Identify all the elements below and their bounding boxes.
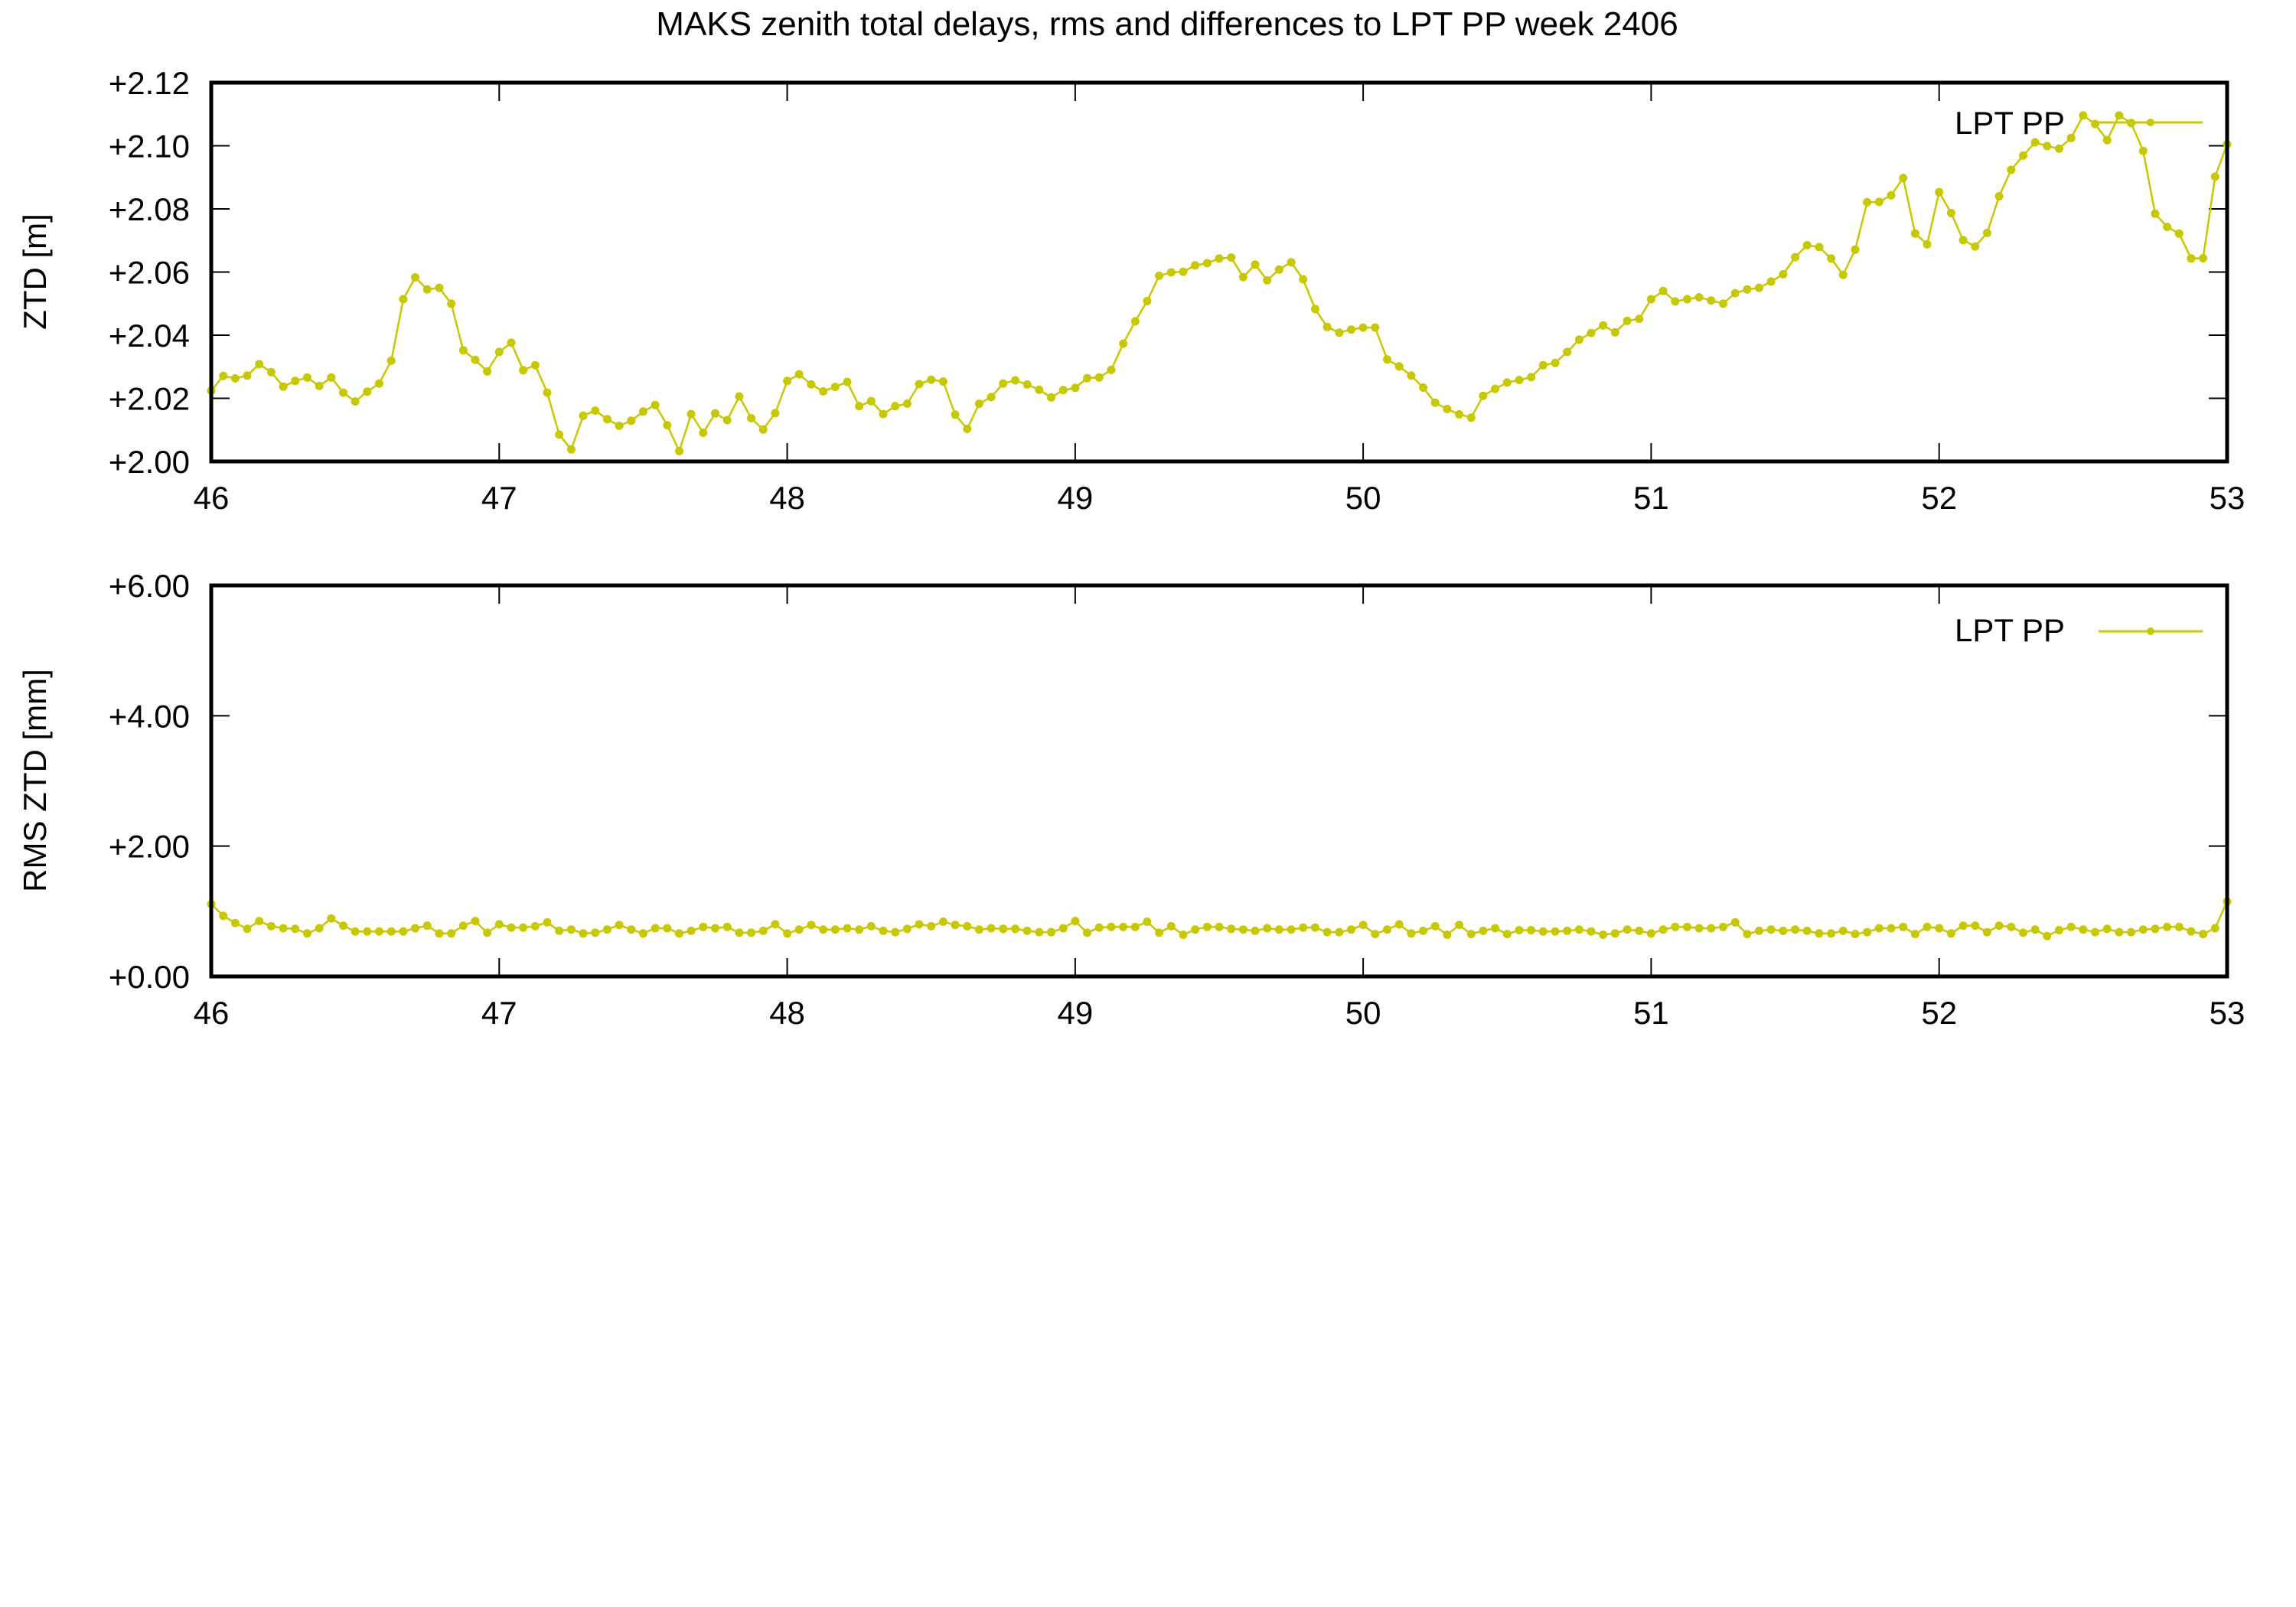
x-tick-label: 48 xyxy=(769,995,805,1031)
y-tick-label: +2.00 xyxy=(109,444,190,480)
x-tick-label: 49 xyxy=(1057,995,1093,1031)
y-tick-label: +0.00 xyxy=(109,959,190,995)
x-tick-label: 51 xyxy=(1633,480,1669,516)
ztd-y-axis-label: ZTD [m] xyxy=(17,214,53,330)
x-tick-label: 46 xyxy=(194,480,230,516)
chart-title: MAKS zenith total delays, rms and differ… xyxy=(656,5,1678,43)
x-tick-label: 47 xyxy=(481,995,517,1031)
x-tick-label: 53 xyxy=(2210,480,2245,516)
rms-plot-frame xyxy=(209,583,2229,979)
x-tick-label: 50 xyxy=(1345,480,1381,516)
rms-x-ticks: 46 47 48 49 50 51 52 53 xyxy=(194,585,2245,1031)
y-tick-label: +2.00 xyxy=(109,829,190,865)
ztd-y-ticks: +2.00 +2.02 +2.04 +2.06 +2.08 +2.10 +2.12 xyxy=(109,65,2227,480)
y-tick-label: +2.04 xyxy=(109,318,190,354)
rms-legend: LPT PP xyxy=(1955,612,2203,648)
y-tick-label: +2.02 xyxy=(109,381,190,417)
y-tick-label: +4.00 xyxy=(109,698,190,734)
rms-legend-label: LPT PP xyxy=(1955,612,2065,648)
y-tick-label: +2.06 xyxy=(109,255,190,291)
ztd-panel: ZTD [m] +2.00+2.02+2.04+2.06+2.08+2.10+2… xyxy=(17,65,2245,516)
legend-marker-icon xyxy=(2147,119,2154,126)
y-tick-label: +6.00 xyxy=(109,568,190,604)
rms-y-axis-label: RMS ZTD [mm] xyxy=(17,669,53,892)
ztd-legend: LPT PP xyxy=(1955,105,2203,141)
x-tick-label: 49 xyxy=(1057,480,1093,516)
y-tick-label: +2.10 xyxy=(109,129,190,165)
rms-panel: RMS ZTD [mm] +0.00 +2.00 +4.00 +6.00 46 47 48… xyxy=(17,568,2245,1031)
legend-marker-icon xyxy=(2147,627,2154,635)
x-tick-label: 48 xyxy=(769,480,805,516)
ztd-x-ticks: 46 47 48 49 50 51 52 53 xyxy=(194,83,2245,516)
ztd-plot-frame xyxy=(209,80,2229,464)
ztd-legend-label: LPT PP xyxy=(1955,105,2065,141)
y-tick-label: +2.08 xyxy=(109,191,190,227)
rms-y-ticks: +0.00 +2.00 +4.00 +6.00 xyxy=(109,568,2227,995)
y-tick-label: +2.12 xyxy=(109,65,190,101)
x-tick-label: 51 xyxy=(1633,995,1669,1031)
x-tick-label: 46 xyxy=(194,995,230,1031)
rms-series-lpt-pp xyxy=(207,897,2232,940)
ztd-series-lpt-pp xyxy=(207,111,2232,455)
x-tick-label: 47 xyxy=(481,480,517,516)
x-tick-label: 50 xyxy=(1345,995,1381,1031)
x-tick-label: 52 xyxy=(1921,995,1957,1031)
x-tick-label: 52 xyxy=(1921,480,1957,516)
x-tick-label: 53 xyxy=(2210,995,2245,1031)
